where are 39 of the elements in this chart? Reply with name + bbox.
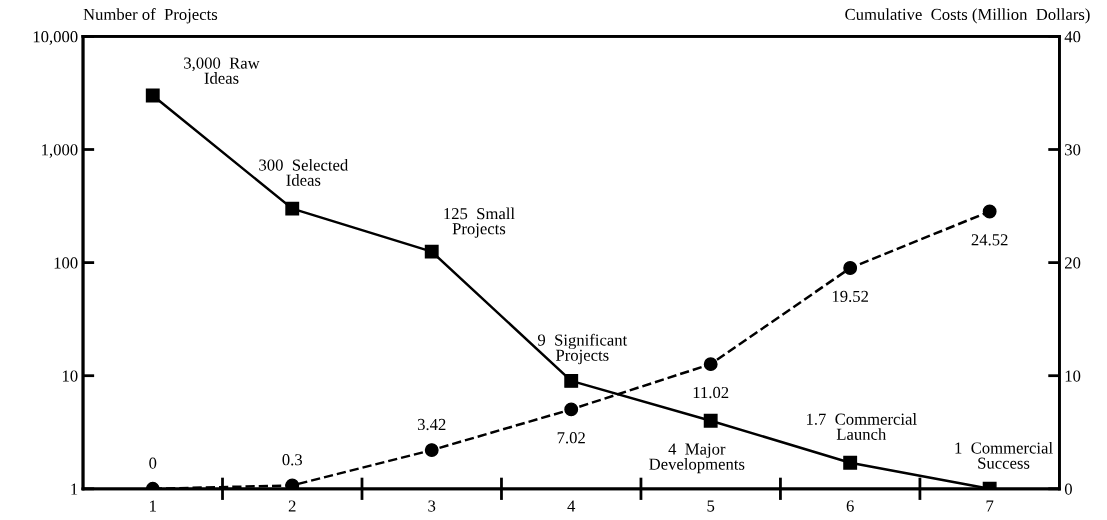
y2-tick-label: 20 <box>1064 257 1081 269</box>
x-tick-label: 6 <box>846 500 854 512</box>
x-tick-label: 5 <box>707 500 715 512</box>
y-tick-label: 100 <box>54 257 78 269</box>
data-label: 3,000 Raw Ideas <box>184 57 260 84</box>
y-tick-label: 10,000 <box>33 31 78 45</box>
data-label: 1.7 Commercial Launch <box>806 413 917 440</box>
point <box>424 244 439 259</box>
data-label: 9 Significant Projects <box>537 333 628 365</box>
y2-axis-title: Cumulative Costs (Million Dollars) <box>845 8 1090 24</box>
point <box>285 201 300 216</box>
y-axis-title: Number of Projects <box>83 8 218 24</box>
point <box>145 88 160 103</box>
data-label: 300 Selected Ideas <box>259 158 349 186</box>
x-tick-label: 3 <box>428 500 436 512</box>
data-label: 4 Major Developments <box>649 443 745 474</box>
data-label: 0 <box>149 457 157 469</box>
data-label: 19.52 <box>832 290 869 303</box>
point <box>843 455 858 470</box>
x-tick-label: 7 <box>986 500 994 512</box>
y-tick-label: 1,000 <box>42 144 78 158</box>
y2-tick-label: 0 <box>1064 483 1072 495</box>
x-tick-label: 2 <box>288 500 296 512</box>
data-label: 3.42 <box>417 418 446 431</box>
data-label: 125 Small Projects <box>444 207 515 238</box>
y2-tick-label: 10 <box>1065 370 1081 382</box>
data-label: 11.02 <box>693 386 729 399</box>
data-label: 24.52 <box>971 234 1008 246</box>
data-label: 1 Commercial Success <box>955 441 1053 469</box>
y2-tick-label: 40 <box>1064 31 1081 43</box>
y-tick-label: 10 <box>62 370 78 382</box>
data-label: 7.02 <box>557 432 585 444</box>
y2-tick-label: 30 <box>1065 144 1081 156</box>
x-tick-label: 1 <box>150 500 156 512</box>
point <box>703 413 718 428</box>
x-tick-label: 4 <box>567 500 576 512</box>
data-label: 0.3 <box>282 454 303 466</box>
y-tick-label: 1 <box>71 483 78 495</box>
point <box>564 373 579 388</box>
